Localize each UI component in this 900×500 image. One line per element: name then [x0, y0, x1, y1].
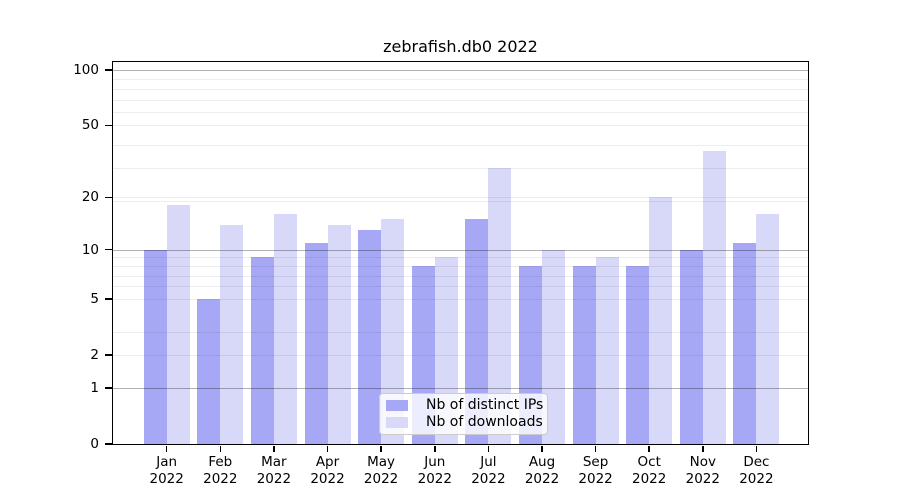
bar-nb-of-downloads-jul-2022 — [488, 168, 512, 444]
x-tick-label: Mar 2022 — [256, 454, 292, 487]
x-tick-label: Apr 2022 — [310, 454, 345, 487]
gridline-minor — [113, 286, 808, 288]
y-tick-mark — [105, 354, 112, 356]
gridline-minor — [113, 125, 808, 127]
gridline-minor — [113, 168, 808, 170]
bar-nb-of-downloads-nov-2022 — [702, 151, 726, 444]
legend-item-ips: Nb of distinct IPs — [386, 397, 544, 414]
bar-nb-of-distinct-ips-dec-2022 — [733, 242, 757, 444]
x-tick-mark — [219, 445, 222, 452]
gridline-minor — [113, 298, 808, 300]
gridline-major — [113, 249, 808, 251]
x-tick-label: Jun 2022 — [417, 454, 452, 487]
bar-nb-of-distinct-ips-jul-2022 — [465, 219, 489, 444]
y-tick-mark — [105, 124, 112, 127]
gridline-minor — [113, 197, 808, 199]
x-tick-label: Dec 2022 — [739, 454, 774, 487]
x-tick-mark — [326, 445, 329, 452]
x-tick-mark — [541, 445, 543, 452]
gridline-minor — [113, 257, 808, 259]
gridline-major — [113, 387, 808, 389]
gridline-major — [113, 70, 808, 71]
bar-nb-of-distinct-ips-feb-2022 — [197, 298, 221, 444]
bar-nb-of-downloads-sep-2022 — [595, 257, 619, 444]
x-tick-mark — [273, 445, 275, 452]
x-tick-mark — [487, 445, 490, 452]
y-tick-label: 5 — [90, 290, 99, 307]
bar-nb-of-downloads-dec-2022 — [756, 214, 780, 444]
x-tick-label: Oct 2022 — [632, 454, 667, 487]
bar-nb-of-downloads-jan-2022 — [166, 205, 190, 444]
y-tick-label: 50 — [81, 117, 99, 134]
x-tick-label: May 2022 — [363, 454, 399, 487]
legend-swatch-downloads — [386, 417, 408, 428]
x-tick-mark — [434, 445, 436, 452]
gridline-minor — [113, 201, 808, 203]
legend-item-downloads: Nb of downloads — [386, 414, 543, 431]
y-tick-mark — [105, 298, 112, 300]
bar-nb-of-distinct-ips-apr-2022 — [304, 242, 328, 444]
gridline-minor — [113, 331, 808, 333]
x-tick-label: Nov 2022 — [685, 454, 720, 487]
chart-title: zebrafish.db0 2022 — [383, 37, 538, 56]
gridline-minor — [113, 79, 808, 81]
gridline-minor — [113, 275, 808, 277]
legend-label-ips: Nb of distinct IPs — [426, 397, 544, 413]
y-tick-label: 0 — [90, 436, 99, 452]
x-tick-label: Sep 2022 — [578, 454, 613, 487]
y-tick-mark — [105, 443, 112, 445]
x-tick-label: Jan 2022 — [149, 454, 184, 487]
gridline-minor — [113, 265, 808, 267]
legend-label-downloads: Nb of downloads — [426, 414, 543, 430]
bar-nb-of-distinct-ips-oct-2022 — [626, 265, 650, 444]
bar-nb-of-downloads-mar-2022 — [273, 214, 297, 444]
plot-area — [113, 62, 808, 444]
y-tick-mark — [105, 248, 112, 251]
x-tick-mark — [755, 445, 758, 452]
bar-nb-of-downloads-apr-2022 — [327, 224, 351, 444]
x-tick-mark — [380, 445, 382, 452]
gridline-minor — [113, 355, 808, 356]
bar-nb-of-distinct-ips-sep-2022 — [572, 265, 596, 444]
gridline-minor — [113, 145, 808, 146]
x-tick-mark — [165, 445, 168, 452]
gridline-minor — [113, 112, 808, 114]
bar-nb-of-distinct-ips-may-2022 — [358, 230, 382, 444]
x-tick-mark — [594, 445, 597, 452]
legend-swatch-ips — [386, 400, 408, 411]
x-tick-mark — [648, 445, 650, 452]
gridline-minor — [113, 88, 808, 90]
legend: Nb of distinct IPs Nb of downloads — [379, 393, 548, 435]
x-tick-mark — [702, 445, 704, 452]
y-tick-label: 100 — [73, 62, 99, 78]
bar-nb-of-distinct-ips-jan-2022 — [143, 249, 167, 444]
y-tick-label: 20 — [81, 189, 99, 206]
y-tick-mark — [105, 387, 112, 389]
y-tick-mark — [105, 69, 112, 71]
bar-nb-of-distinct-ips-nov-2022 — [679, 249, 703, 444]
bar-nb-of-downloads-oct-2022 — [649, 197, 673, 444]
y-tick-mark — [105, 196, 112, 198]
y-tick-label: 2 — [90, 347, 99, 363]
y-tick-label: 1 — [90, 379, 99, 396]
gridline-minor — [113, 99, 808, 101]
bar-nb-of-distinct-ips-mar-2022 — [250, 257, 274, 444]
x-tick-label: Aug 2022 — [524, 454, 560, 487]
bar-nb-of-downloads-feb-2022 — [220, 224, 244, 444]
x-tick-label: Jul 2022 — [471, 454, 506, 487]
y-tick-label: 10 — [81, 241, 99, 258]
bar-nb-of-downloads-may-2022 — [381, 219, 405, 444]
x-tick-label: Feb 2022 — [203, 454, 238, 487]
